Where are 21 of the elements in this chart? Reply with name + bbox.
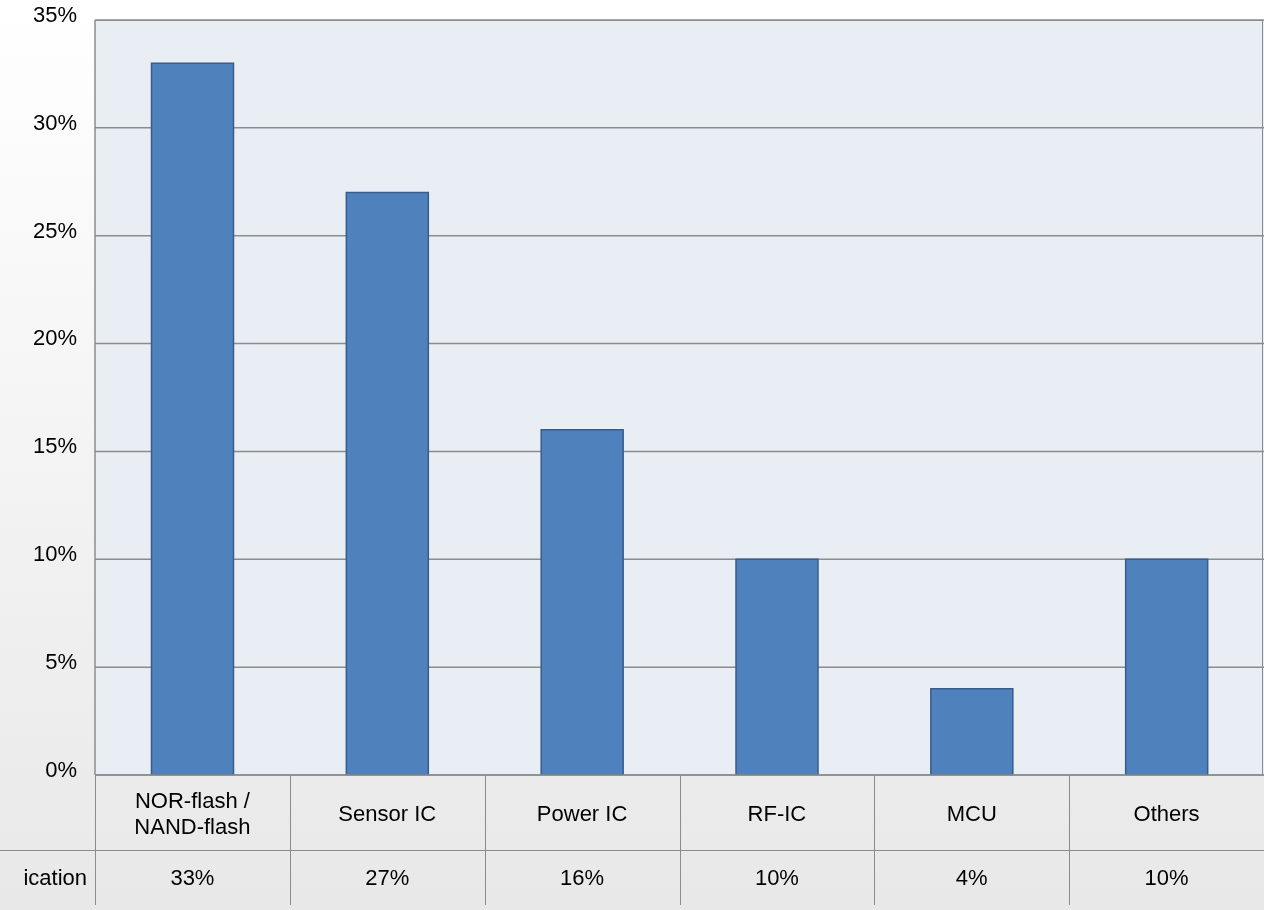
x-tick-label: Power IC (536, 800, 628, 825)
x-tick-label: NOR-flash / NAND-flash (134, 787, 251, 838)
x-tick-label: Sensor IC (338, 800, 437, 825)
y-tick-label: 5% (45, 648, 77, 674)
data-label: 10% (1143, 863, 1190, 892)
text: ication (22, 863, 87, 892)
data-label: 16% (559, 863, 606, 892)
y-tick-label: 30% (32, 109, 77, 135)
data-label: 33% (169, 863, 216, 892)
data-label: 10% (753, 863, 800, 892)
y-tick-label: 20% (32, 325, 77, 351)
x-tick-label: Others (1133, 800, 1200, 825)
y-tick-label: 25% (32, 217, 77, 243)
y-tick-label: 15% (32, 433, 77, 459)
y-tick-label: 10% (32, 541, 77, 567)
y-tick-label: 35% (32, 1, 77, 27)
y-tick-label: 0% (45, 756, 77, 782)
x-tick-label: RF-IC (747, 800, 807, 825)
data-label: 27% (364, 863, 411, 892)
x-tick-label: MCU (946, 800, 997, 825)
data-label: 4% (954, 863, 989, 892)
